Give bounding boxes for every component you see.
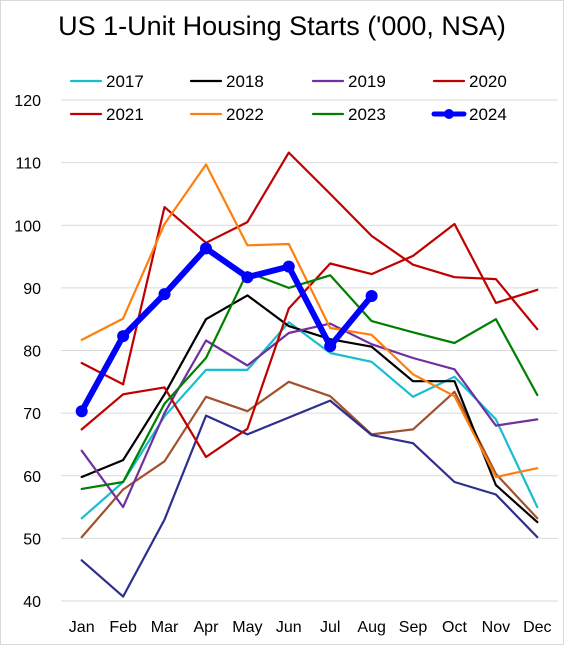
- legend-item-2019: 2019: [311, 72, 386, 91]
- legend-marker: [444, 109, 454, 119]
- x-tick-label: Mar: [151, 619, 179, 636]
- y-tick-label: 50: [23, 531, 41, 548]
- legend: 2017 2018 2019 2020 2021 2022 2023 2024: [69, 72, 507, 124]
- series-2024-point: [241, 271, 254, 284]
- x-tick-label: Oct: [442, 619, 467, 636]
- series-2024-point: [75, 405, 88, 418]
- y-tick-label: 120: [14, 93, 41, 110]
- series-2024-point: [324, 340, 337, 353]
- series-2018: [80, 294, 539, 524]
- legend-label: 2024: [469, 105, 507, 124]
- legend-label: 2020: [469, 72, 507, 91]
- x-tick-label: Apr: [194, 619, 220, 636]
- x-tick-label: Nov: [482, 619, 510, 636]
- y-tick-label: 60: [23, 469, 41, 486]
- series-unlabeled-3: [80, 399, 539, 598]
- series-2023-line: [80, 271, 539, 490]
- x-tick-label: Feb: [109, 619, 137, 636]
- legend-item-2021: 2021: [69, 105, 144, 124]
- x-tick-label: Jan: [69, 619, 95, 636]
- legend-label: 2019: [348, 72, 386, 91]
- series-2024-point: [199, 242, 212, 255]
- x-tick-label: Sep: [399, 619, 428, 636]
- x-tick-label: Dec: [523, 619, 551, 636]
- series-2024-line: [78, 245, 375, 415]
- series-2024: [75, 242, 378, 418]
- series-2019-line: [80, 322, 539, 509]
- y-tick-label: 40: [23, 594, 41, 611]
- y-tick-label: 90: [23, 281, 41, 298]
- series-2024-point: [158, 288, 171, 301]
- series-2024-point: [282, 260, 295, 273]
- series-lines: [75, 151, 539, 598]
- legend-label: 2023: [348, 105, 386, 124]
- legend-item-2024: 2024: [431, 105, 507, 124]
- y-tick-label: 80: [23, 344, 41, 361]
- legend-label: 2018: [226, 72, 264, 91]
- x-tick-label: Jun: [276, 619, 302, 636]
- legend-label: 2017: [106, 72, 144, 91]
- x-axis-ticks: Jan Feb Mar Apr May Jun Jul Aug Sep Oct Nov Dec: [69, 619, 552, 636]
- y-axis-ticks: 40 50 60 70 80 90 100 110 120: [14, 93, 41, 611]
- legend-item-2017: 2017: [69, 72, 144, 91]
- chart-title: US 1-Unit Housing Starts ('000, NSA): [58, 11, 506, 41]
- legend-label: 2022: [226, 105, 264, 124]
- series-unlabeled-1-line: [122, 151, 539, 386]
- series-2022-line: [80, 163, 539, 479]
- series-2023: [80, 271, 539, 490]
- y-tick-label: 110: [15, 156, 41, 173]
- series-2024-point: [117, 330, 130, 343]
- legend-item-2018: 2018: [189, 72, 264, 91]
- y-tick-label: 100: [14, 218, 41, 235]
- x-tick-label: Jul: [320, 619, 340, 636]
- series-unlabeled-1: [122, 151, 539, 386]
- series-unlabeled-2: [80, 380, 539, 539]
- x-tick-label: May: [232, 619, 262, 636]
- series-unlabeled-2-line: [80, 380, 539, 539]
- series-2018-line: [80, 294, 539, 524]
- x-tick-label: Aug: [357, 619, 385, 636]
- series-unlabeled-3-line: [80, 399, 539, 598]
- legend-item-2020: 2020: [432, 72, 507, 91]
- legend-item-2022: 2022: [189, 105, 264, 124]
- series-2022: [80, 163, 539, 479]
- legend-item-2023: 2023: [311, 105, 386, 124]
- gridlines: [61, 99, 558, 602]
- series-2019: [80, 322, 539, 509]
- legend-label: 2021: [106, 105, 144, 124]
- series-2024-point: [365, 290, 378, 303]
- y-tick-label: 70: [23, 406, 41, 423]
